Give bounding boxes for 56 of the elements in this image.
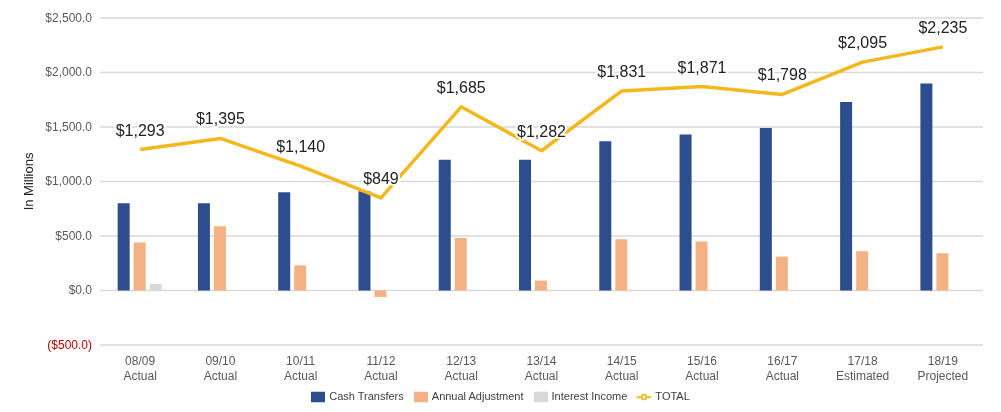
bar [197,203,210,291]
data-label: $1,293 [115,121,165,139]
bar [775,256,788,291]
bar [936,253,949,291]
data-label: $849 [363,169,399,187]
bar [679,134,692,291]
data-label: $1,395 [195,110,245,128]
legend-label: Interest Income [551,389,628,402]
bar [213,226,226,291]
bar [599,141,612,291]
bar [438,159,451,291]
data-label: $1,685 [436,78,486,96]
bar [294,265,307,291]
bar [856,251,869,291]
y-tick-label: $2,500.0 [45,11,93,25]
bar [374,290,387,297]
legend-label: TOTAL [655,389,690,402]
y-tick-label: $1,000.0 [45,174,93,189]
y-tick-label: $1,500.0 [45,119,93,134]
y-tick-label: $2,000.0 [45,65,93,80]
x-tick-label: 10/11 Actual [284,353,318,383]
x-tick-label: 08/09 Actual [123,353,157,383]
bar [759,128,772,291]
x-tick-label: 11/12 Actual [364,353,398,383]
bar [358,191,371,291]
data-label: $1,282 [517,122,567,140]
data-label: $1,140 [276,138,326,156]
bar [519,159,532,291]
x-tick-label: 09/10 Actual [203,353,238,383]
x-tick-label: 13/14 Actual [524,353,559,383]
bar [920,83,933,291]
x-tick-label: 17/18 Estimated [835,353,890,383]
y-tick-label: ($500.0) [47,337,92,352]
data-label: $2,095 [838,34,888,52]
data-label: $1,831 [597,62,647,80]
y-axis-title: In Millions [20,152,36,211]
data-label: $2,235 [918,18,968,36]
y-tick-label: $500.0 [55,228,93,243]
bar [133,242,146,291]
data-label: $1,871 [677,58,727,76]
legend-label: Annual Adjustment [431,389,524,402]
bar [695,241,708,291]
x-tick-label: 14/15 Actual [605,353,639,383]
x-tick-label: 18/19 Projected [917,353,969,383]
bar [454,238,467,291]
bar [117,203,130,291]
legend-label: Cash Transfers [329,389,404,402]
bar [535,280,548,291]
data-label: $1,798 [757,66,807,84]
bar [615,239,628,291]
y-tick-label: $0.0 [68,283,93,298]
x-tick-label: 12/13 Actual [444,353,478,383]
x-tick-label: 16/17 Actual [765,353,799,383]
bar [840,101,853,291]
x-tick-label: 15/16 Actual [685,353,719,383]
bar [278,192,291,291]
